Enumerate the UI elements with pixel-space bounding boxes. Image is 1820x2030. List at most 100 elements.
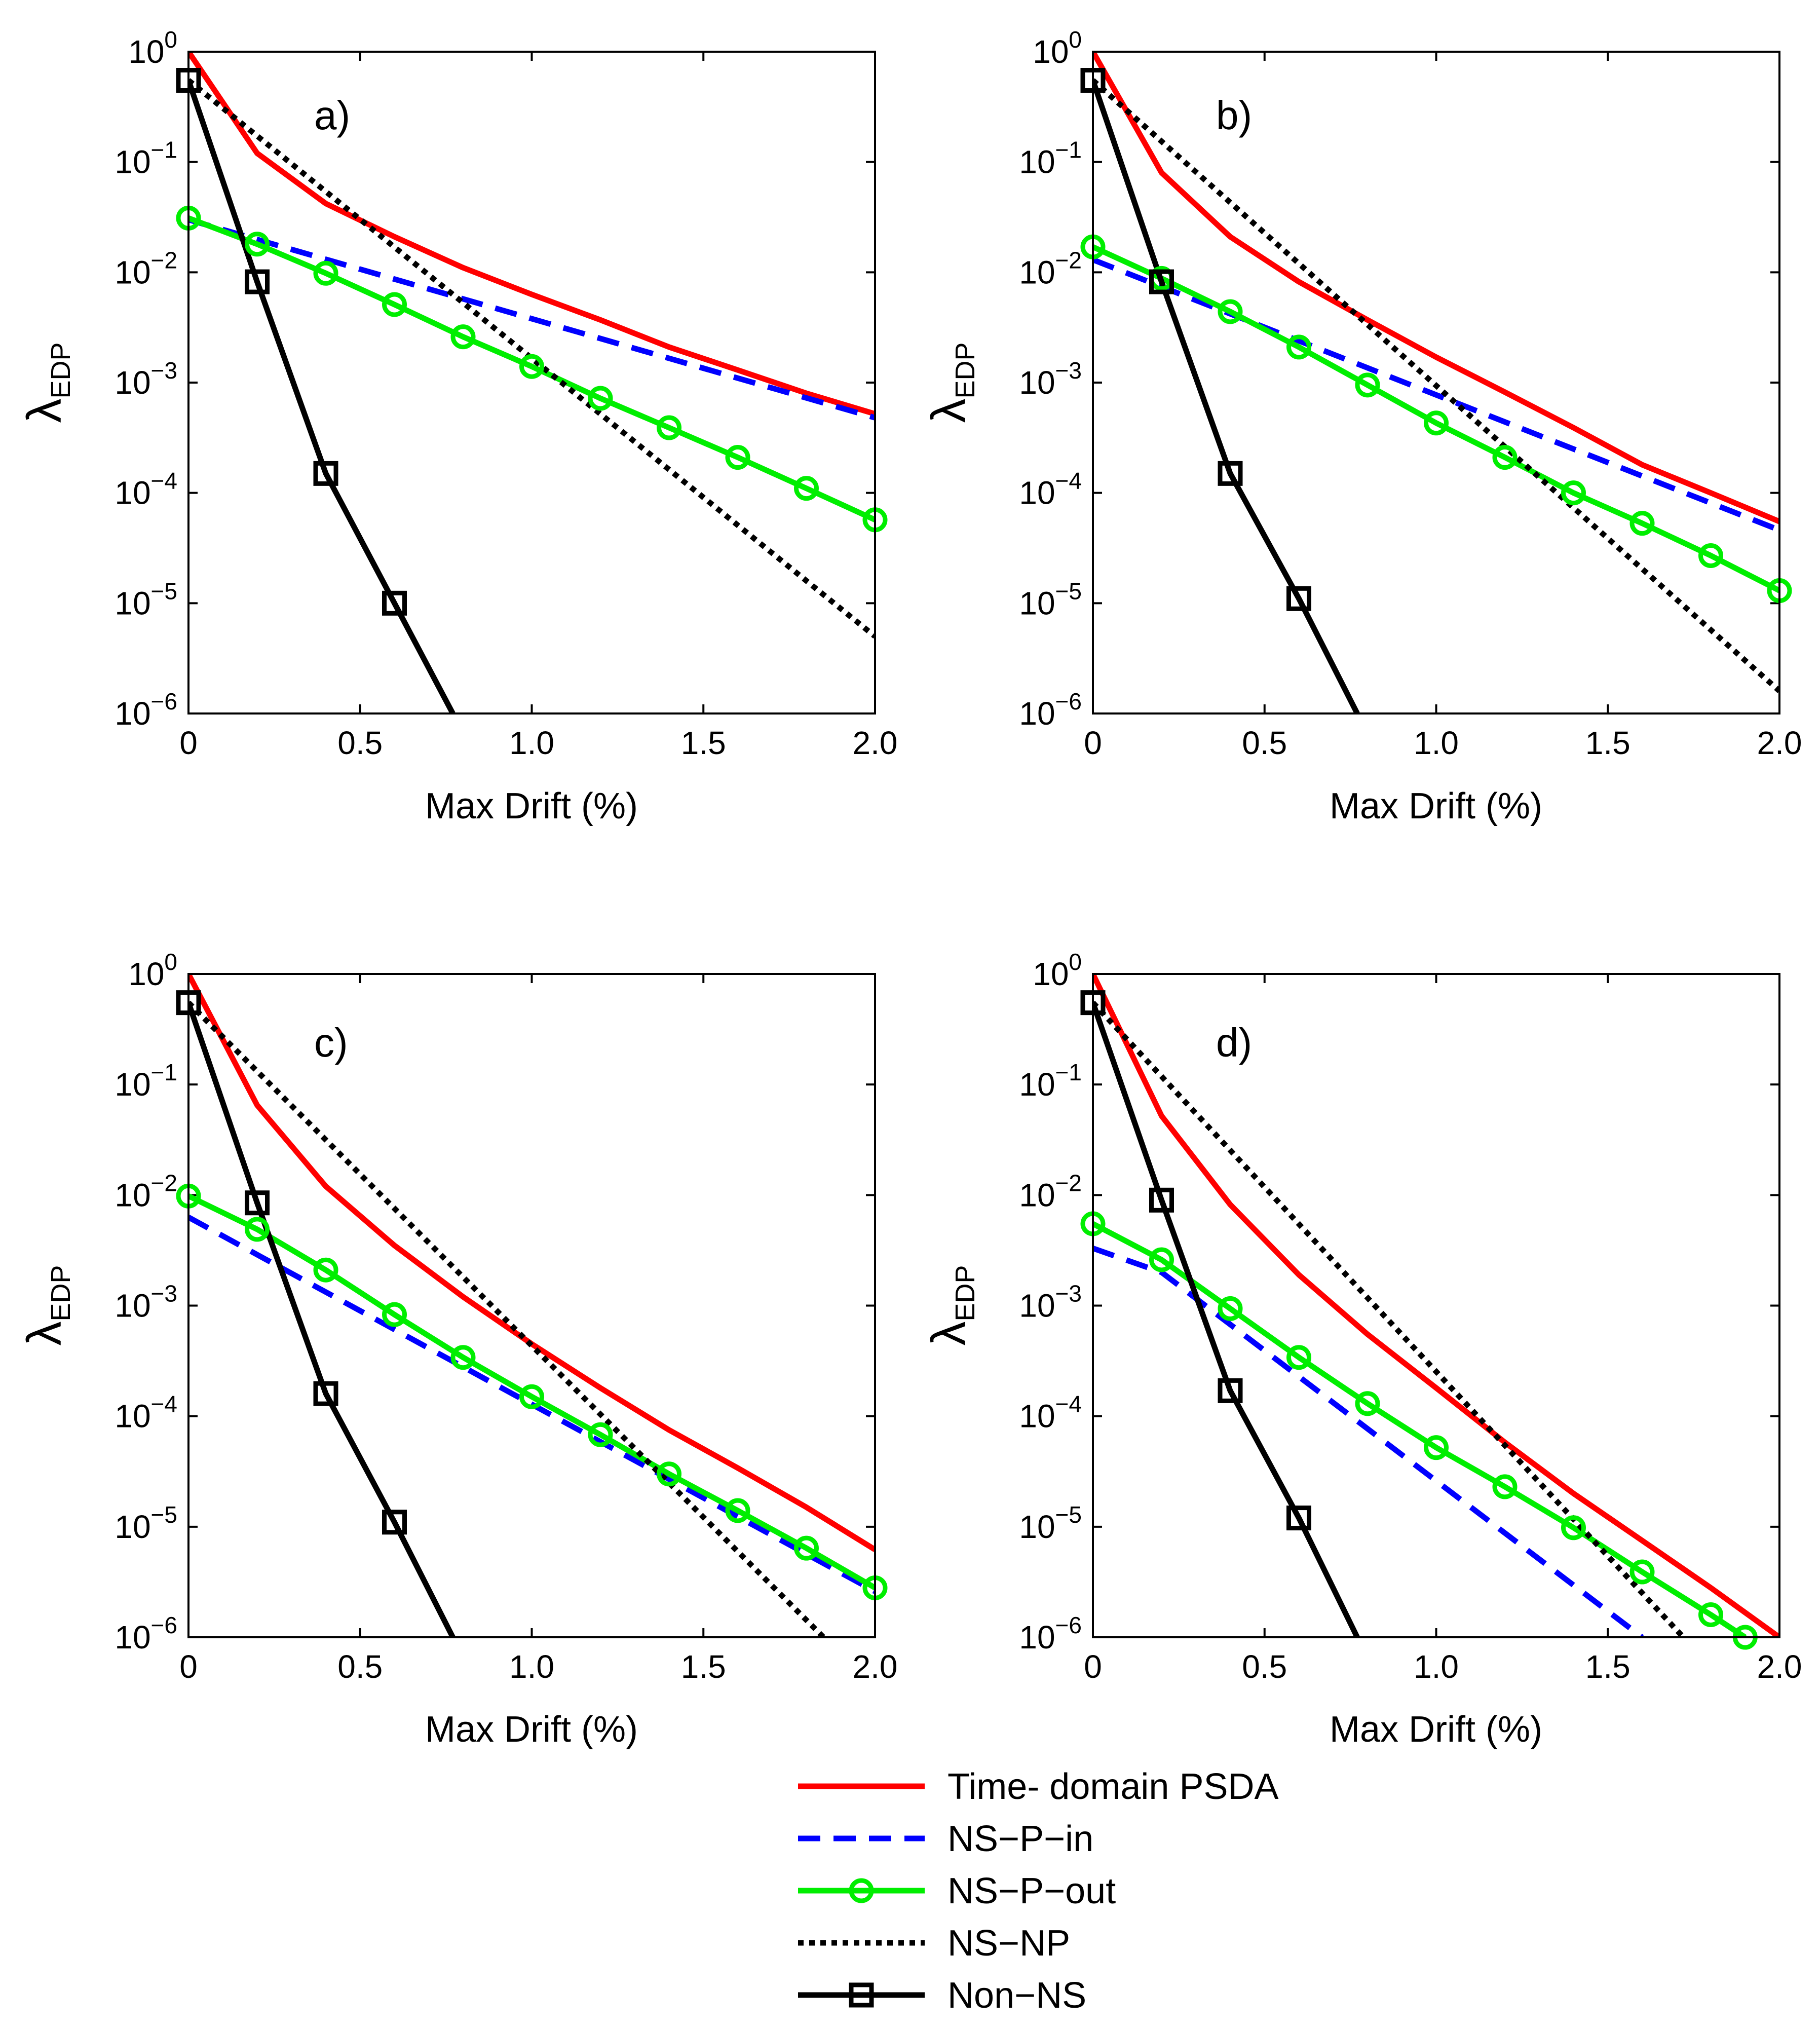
series-line-out bbox=[188, 1193, 875, 1591]
data-point-out bbox=[519, 1384, 544, 1409]
legend: Time- domain PSDA NS−P−in NS−P−out NS−NP… bbox=[798, 1766, 1279, 2016]
y-tick-label: 10−4 bbox=[1019, 468, 1082, 511]
y-axis-label: λEDP bbox=[922, 342, 980, 423]
y-tick-label: 100 bbox=[1033, 26, 1082, 70]
panel-c: c) Max Drift (%) λEDP 0 0.5 1.0 1.5 2.0 100 10… bbox=[17, 949, 897, 1750]
data-point-out bbox=[1698, 543, 1723, 568]
y-tick-label: 10−3 bbox=[115, 357, 177, 401]
x-tick-label: 0.5 bbox=[337, 725, 383, 761]
data-point-non bbox=[382, 1510, 407, 1535]
x-tick-label: 0.5 bbox=[1242, 725, 1287, 761]
data-point-out bbox=[725, 1498, 750, 1523]
x-tick-label: 0 bbox=[1084, 1648, 1102, 1685]
y-tick-label: 10−1 bbox=[1019, 1059, 1082, 1103]
data-point-out bbox=[450, 324, 476, 350]
y-axis-label-sub: EDP bbox=[950, 1265, 980, 1321]
data-point-out bbox=[382, 1302, 407, 1327]
legend-entry-out: NS−P−out bbox=[798, 1871, 1116, 1911]
legend-entry-td: Time- domain PSDA bbox=[798, 1766, 1279, 1807]
y-tick-label: 10−5 bbox=[1019, 578, 1082, 621]
data-point-non bbox=[1286, 586, 1311, 611]
series-line-out bbox=[188, 215, 875, 522]
data-point-out bbox=[1424, 410, 1449, 436]
y-tick-label: 10−1 bbox=[115, 1059, 177, 1103]
legend-entry-non: Non−NS bbox=[798, 1975, 1086, 2016]
data-point-non bbox=[245, 269, 270, 294]
series-line-in bbox=[188, 217, 875, 421]
data-point-non bbox=[313, 461, 338, 486]
data-point-out bbox=[794, 1535, 819, 1561]
legend-entry-np: NS−NP bbox=[798, 1923, 1070, 1964]
plot-frame bbox=[187, 973, 876, 1638]
plot-frame bbox=[187, 51, 876, 715]
y-axis-label-main: λ bbox=[922, 399, 976, 423]
y-axis-label-main: λ bbox=[17, 399, 71, 423]
data-point-out bbox=[1561, 1515, 1586, 1540]
series-line-in bbox=[1093, 1246, 1644, 1637]
data-point-non bbox=[1218, 1378, 1243, 1403]
x-tick-label: 1.5 bbox=[1585, 1648, 1631, 1685]
data-point-out bbox=[519, 354, 544, 379]
x-tick-label: 1.5 bbox=[681, 725, 726, 761]
series-line-in bbox=[188, 1215, 875, 1594]
x-tick-label: 2.0 bbox=[853, 1648, 898, 1685]
x-axis-label: Max Drift (%) bbox=[1330, 786, 1542, 826]
y-tick-label: 10−6 bbox=[1019, 688, 1082, 732]
data-point-out bbox=[1355, 1391, 1380, 1416]
series-line-td bbox=[1093, 52, 1779, 524]
y-tick-label: 10−5 bbox=[115, 1501, 177, 1545]
data-point-non bbox=[1149, 1187, 1174, 1213]
x-tick-label: 0.5 bbox=[1242, 1648, 1287, 1685]
x-tick-label: 0 bbox=[179, 1648, 198, 1685]
legend-entry-in: NS−P−in bbox=[798, 1819, 1093, 1859]
plot-frame bbox=[1092, 973, 1780, 1638]
y-tick-label: 10−4 bbox=[1019, 1391, 1082, 1435]
legend-marker-out bbox=[849, 1878, 874, 1903]
data-point-out bbox=[1561, 480, 1586, 506]
y-axis-label-sub: EDP bbox=[46, 342, 76, 398]
series-line-np bbox=[1093, 1000, 1686, 1637]
y-tick-label: 10−3 bbox=[115, 1281, 177, 1324]
y-tick-label: 10−3 bbox=[1019, 1281, 1082, 1324]
data-point-out bbox=[588, 386, 613, 411]
y-tick-label: 100 bbox=[128, 26, 177, 70]
data-point-out bbox=[1424, 1435, 1449, 1460]
x-axis-label: Max Drift (%) bbox=[1330, 1709, 1542, 1750]
panel-label: b) bbox=[1216, 93, 1252, 138]
x-axis-label: Max Drift (%) bbox=[425, 786, 638, 826]
series-line-non bbox=[188, 79, 456, 713]
data-point-out bbox=[245, 1217, 270, 1242]
data-point-out bbox=[588, 1422, 613, 1447]
panel-d: d) Max Drift (%) λEDP 0 0.5 1.0 1.5 2.0 100 10… bbox=[922, 949, 1802, 1750]
data-point-non bbox=[382, 590, 407, 616]
y-tick-label: 100 bbox=[1033, 949, 1082, 992]
data-point-non bbox=[245, 1190, 270, 1216]
y-tick-label: 10−2 bbox=[115, 1170, 177, 1213]
axis-ticks: 0 0.5 1.0 1.5 2.0 100 10−1 10−2 10−3 10−4 10−5 10−6 bbox=[115, 26, 897, 761]
data-point-out bbox=[1286, 1345, 1311, 1370]
x-tick-label: 1.0 bbox=[509, 1648, 554, 1685]
x-axis-label: Max Drift (%) bbox=[425, 1709, 638, 1750]
y-tick-label: 10−4 bbox=[115, 1391, 177, 1435]
data-point-out bbox=[1218, 299, 1243, 324]
y-axis-label-main: λ bbox=[922, 1322, 976, 1346]
data-point-out bbox=[1492, 445, 1518, 470]
plot-area bbox=[188, 52, 875, 713]
panel-b: b) Max Drift (%) λEDP 0 0.5 1.0 1.5 2.0 100 10… bbox=[922, 26, 1802, 826]
panel-a: a) Max Drift (%) λEDP 0 0.5 1.0 1.5 2.0 100 10… bbox=[17, 26, 897, 826]
plot-frame bbox=[1092, 51, 1780, 715]
data-point-out bbox=[657, 415, 681, 440]
series-line-non bbox=[1093, 1001, 1360, 1637]
plot-area bbox=[188, 974, 875, 1637]
y-tick-label: 10−6 bbox=[1019, 1612, 1082, 1656]
series-line-np bbox=[188, 1000, 826, 1637]
data-point-out bbox=[1629, 1559, 1655, 1585]
data-point-out bbox=[725, 445, 750, 470]
series-line-td bbox=[188, 974, 875, 1552]
y-axis-label-main: λ bbox=[17, 1322, 71, 1346]
y-tick-label: 10−4 bbox=[115, 468, 177, 511]
y-tick-label: 10−6 bbox=[115, 688, 177, 732]
series-line-in bbox=[1093, 257, 1779, 533]
y-axis-label-sub: EDP bbox=[950, 342, 980, 398]
panel-label: c) bbox=[314, 1020, 348, 1065]
